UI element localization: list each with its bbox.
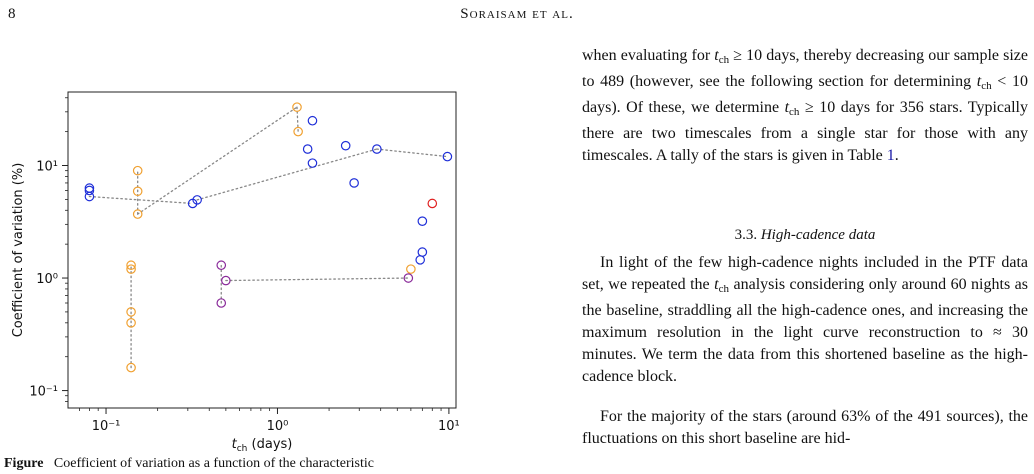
- data-point: [292, 102, 302, 112]
- data-point: [307, 158, 318, 168]
- data-point: [427, 198, 438, 209]
- data-point: [192, 195, 202, 205]
- data-point: [132, 209, 143, 219]
- figure: 10⁻¹ 10⁰ 10¹ 10⁻¹ 10⁰ 10¹ tch (days) Coefficien…: [0, 80, 470, 474]
- data-point: [126, 318, 136, 328]
- x-tick-label: 10¹: [438, 419, 460, 434]
- y-tick-label: 10⁻¹: [29, 385, 58, 400]
- figure-caption: Figure Coefficient of variation as a fun…: [4, 454, 504, 474]
- data-point: [84, 191, 95, 202]
- data-point: [216, 298, 227, 308]
- data-point: [406, 264, 416, 274]
- y-tick-label: 10¹: [36, 160, 58, 175]
- data-point: [293, 126, 303, 137]
- data-point: [302, 144, 313, 154]
- page-number: 8: [8, 6, 16, 22]
- page-header: 8 Soraisam et al.: [0, 6, 1034, 28]
- plot-frame: [67, 91, 457, 409]
- data-point: [126, 260, 136, 271]
- caption-label: Figure: [4, 456, 44, 471]
- data-point: [216, 260, 227, 271]
- data-point: [340, 140, 351, 151]
- paragraph-2: In light of the few high-cadence nights …: [582, 254, 1029, 385]
- caption-text: Coefficient of variation as a function o…: [53, 456, 374, 471]
- data-point: [442, 151, 453, 162]
- data-point: [417, 247, 428, 257]
- data-point: [132, 186, 143, 197]
- data-point: [126, 307, 136, 317]
- data-point: [126, 362, 136, 373]
- connector-line: [376, 148, 449, 158]
- data-point: [221, 275, 231, 286]
- x-tick-label: 10⁰: [267, 419, 289, 434]
- data-point: [372, 144, 382, 154]
- paragraph-1: when evaluating for tch ≥ 10 days, there…: [582, 47, 1029, 164]
- x-axis-label: tch (days): [232, 437, 293, 452]
- connector-line: [196, 148, 378, 201]
- running-head-text: Soraisam et al.: [460, 6, 574, 22]
- section-heading: 3.3. High-cadence data: [734, 227, 876, 243]
- running-head: Soraisam et al.: [0, 6, 1034, 23]
- data-point: [349, 178, 359, 188]
- data-point: [84, 185, 95, 196]
- data-point: [403, 273, 414, 283]
- data-point: [307, 115, 318, 126]
- x-tick-label: 10⁻¹: [92, 419, 121, 434]
- data-point: [126, 264, 136, 274]
- text-column: when evaluating for tch ≥ 10 days, there…: [582, 0, 1028, 474]
- y-axis-label: Coefficient of variation (%): [11, 163, 26, 338]
- paragraph-3: For the majority of the stars (around 63…: [582, 408, 1028, 447]
- data-point: [417, 216, 428, 226]
- y-tick-label: 10⁰: [36, 272, 58, 287]
- connector-line: [225, 277, 409, 282]
- data-point: [415, 255, 425, 265]
- scatter-chart: 10⁻¹ 10⁰ 10¹ 10⁻¹ 10⁰ 10¹ tch (days) Coefficien…: [11, 91, 460, 452]
- connector-line: [88, 195, 194, 205]
- connector-line: [137, 106, 298, 215]
- data-point: [132, 165, 143, 176]
